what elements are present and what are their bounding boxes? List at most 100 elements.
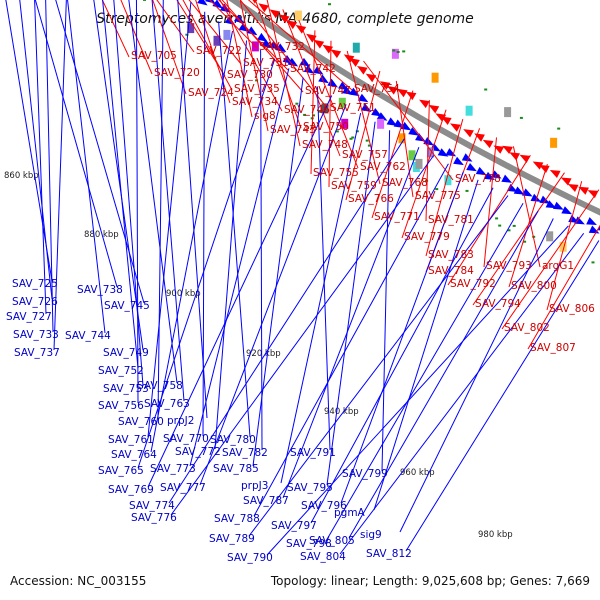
kbp-marker: 980 kbp <box>478 530 513 540</box>
reverse-label-leader <box>340 171 464 504</box>
reverse-label-leader <box>147 95 333 488</box>
forward-label-leader <box>188 0 242 65</box>
forward-gene-label: SAV_743 <box>270 124 316 136</box>
reverse-label-leader <box>170 155 435 516</box>
forward-label-leader <box>152 0 187 95</box>
reverse-label-leader <box>214 40 247 450</box>
reverse-gene-label: SAV_776 <box>131 512 177 524</box>
forward-label-leader <box>156 0 195 53</box>
reverse-gene-arrow <box>257 32 268 42</box>
reverse-gene-label: SAV_756 <box>98 400 144 412</box>
forward-gene-label: SAV_781 <box>428 214 474 226</box>
reverse-label-leader <box>5 0 53 282</box>
reverse-gene-arrow <box>246 26 258 36</box>
genome-backbone <box>228 0 600 216</box>
forward-gene-label: SAV_757 <box>342 149 388 161</box>
gene-feature-block <box>550 137 558 148</box>
gene-feature-block <box>377 118 385 129</box>
gene-tracks <box>143 0 600 264</box>
reverse-label-leader <box>316 86 331 451</box>
reverse-gene-label: SAV_782 <box>222 447 268 459</box>
gene-feature-block <box>352 42 360 53</box>
reverse-gene-label: SAV_764 <box>111 449 157 461</box>
reverse-gene-arrow <box>342 86 353 95</box>
forward-gene-arrow <box>502 145 513 154</box>
rna-mark <box>295 102 299 105</box>
forward-label-leader <box>239 0 269 132</box>
reverse-gene-arrow <box>287 57 299 67</box>
forward-label-leader <box>346 50 381 185</box>
forward-gene-arrow <box>365 73 377 83</box>
genome-summary-text: Topology: linear; Length: 9,025,608 bp; … <box>270 574 590 588</box>
forward-label-leader <box>425 100 430 222</box>
kbp-marker: 960 kbp <box>400 468 435 478</box>
forward-label-leader <box>483 137 497 268</box>
forward-gene-label: SAV_754 <box>354 83 400 95</box>
reverse-label-leader <box>189 68 290 467</box>
reverse-label-leader <box>252 77 304 467</box>
reverse-label-leader <box>34 0 47 315</box>
rna-mark <box>591 261 595 264</box>
rna-mark <box>495 217 499 220</box>
gene-feature-block <box>559 241 567 252</box>
forward-gene-arrow <box>450 123 461 132</box>
rna-mark <box>396 51 400 53</box>
forward-gene-label: SAV_778 <box>455 173 501 185</box>
forward-gene-label: SAV_735 <box>234 83 280 95</box>
reverse-gene-arrow <box>501 174 513 183</box>
reverse-gene-label: SAV_789 <box>209 533 255 545</box>
forward-label-leader <box>209 0 258 49</box>
reverse-label-leader <box>260 49 263 451</box>
forward-label-leader <box>226 0 253 118</box>
reverse-label-leader <box>199 104 347 486</box>
gene-feature-block <box>391 48 399 59</box>
gene-feature-block <box>398 133 406 144</box>
rna-mark <box>507 229 511 232</box>
forward-label-leader <box>101 0 130 58</box>
reverse-gene-label: SAV_758 <box>137 380 183 392</box>
reverse-label-leader <box>147 1 192 438</box>
rna-mark <box>349 137 353 140</box>
forward-gene-arrow <box>357 65 368 75</box>
forward-gene-label: SAV_802 <box>504 322 550 334</box>
forward-gene-arrow <box>560 177 572 186</box>
reverse-gene-label: SAV_733 <box>13 329 59 341</box>
kbp-markers: 860 kbp 880 kbp 900 kbp 920 kbp 940 kbp 960 k… <box>4 171 513 540</box>
reverse-gene-label: prpJ2 <box>167 415 194 427</box>
forward-gene-arrow <box>313 39 325 49</box>
forward-gene-label: SAV_768 <box>382 177 428 189</box>
rna-mark <box>335 130 339 133</box>
rna-mark <box>519 116 523 119</box>
reverse-gene-label: SAV_791 <box>290 447 336 459</box>
forward-gene-arrow <box>567 183 579 193</box>
forward-gene-label: SAV_783 <box>428 249 474 261</box>
forward-gene-arrow <box>295 24 307 34</box>
reverse-gene-label: pgmA <box>334 507 366 519</box>
gene-feature-block <box>321 103 329 114</box>
forward-label-leader <box>195 0 231 104</box>
gene-feature-block <box>338 97 346 108</box>
kbp-marker: 920 kbp <box>246 349 281 359</box>
gene-feature-block <box>504 107 512 118</box>
forward-gene-label: SAV_748 <box>302 139 348 151</box>
reverse-gene-label: SAV_738 <box>77 284 123 296</box>
reverse-gene-label: SAV_772 <box>175 446 221 458</box>
reverse-gene-arrow <box>574 216 585 225</box>
forward-gene-arrow <box>578 186 589 195</box>
forward-gene-arrow <box>435 113 447 122</box>
reverse-gene-label: SAV_812 <box>366 548 412 560</box>
forward-gene-label: SAV_750 <box>303 121 349 133</box>
reverse-gene-arrow <box>371 108 382 117</box>
forward-gene-arrow <box>532 161 544 170</box>
reverse-gene-arrow <box>318 74 329 84</box>
rna-mark <box>367 144 371 147</box>
reverse-gene-arrow <box>299 57 311 67</box>
forward-gene-label: SAV_742 <box>290 63 336 75</box>
gene-feature-block <box>223 29 231 40</box>
reverse-label-leader <box>280 112 362 484</box>
label-leaders <box>5 0 600 556</box>
reverse-label-leader <box>151 0 185 402</box>
gene-feature-block <box>415 158 423 169</box>
forward-gene-label: SAV_734 <box>232 96 278 108</box>
reverse-gene-label: SAV_769 <box>108 484 154 496</box>
